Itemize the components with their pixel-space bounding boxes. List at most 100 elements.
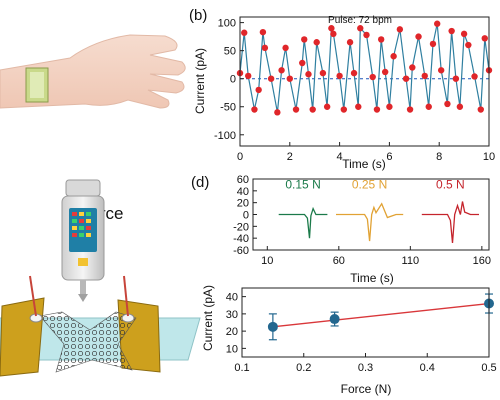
pulse-data-point: [319, 69, 327, 77]
pulse-data-point: [330, 30, 337, 38]
x-tick-label: 2: [287, 151, 293, 163]
pulse-data-point: [274, 109, 281, 116]
pulse-data-point: [286, 75, 293, 82]
force-trace-line: [421, 201, 479, 243]
panel-label-d: (d): [191, 174, 209, 191]
pulse-data-point: [373, 106, 381, 113]
pulse-data-point: [350, 69, 358, 77]
force-series-label: 0.15 N: [285, 177, 320, 191]
pulse-data-point: [377, 36, 385, 43]
y-tick-label: 0: [230, 74, 236, 86]
pulse-data-point: [402, 75, 410, 82]
pulse-data-point: [259, 28, 267, 36]
chart-d-bottom-frame: [241, 287, 490, 358]
x-tick-label: 0: [237, 151, 243, 163]
pulse-data-point: [381, 68, 389, 76]
y-tick-label: 50: [224, 46, 236, 58]
pulse-data-point: [386, 103, 393, 110]
pulse-data-point: [346, 39, 354, 46]
pulse-data-point: [421, 72, 428, 80]
chart-b: (b) 0 2 4 6 8 10 100 50 0 -50 -100 Pulse: 72 bpm T…: [189, 7, 495, 171]
x-tick-label: 10: [261, 255, 273, 267]
device-illustration: [0, 275, 201, 377]
force-data-point: [329, 314, 340, 325]
pulse-data-point: [267, 75, 275, 82]
x-tick-label: 0.4: [420, 362, 435, 374]
pulse-data-point: [456, 103, 464, 110]
pulse-data-point: [429, 40, 437, 48]
y-tick-label: 30: [226, 309, 238, 321]
pulse-data-point: [357, 25, 364, 32]
pulse-data-point: [251, 106, 258, 113]
y-tick-label: 10: [226, 343, 238, 355]
pulse-data-point: [261, 44, 269, 52]
x-tick-label: 0.3: [358, 362, 373, 374]
pulse-data-point: [396, 26, 404, 33]
chart-b-frame: [239, 16, 490, 147]
pulse-data-point: [301, 36, 308, 43]
chart-d-bottom-xlabel: Force (N): [341, 382, 392, 396]
pulse-data-point: [328, 25, 335, 32]
y-tick-label: 60: [237, 174, 249, 186]
force-gauge-illustration: Force: [61, 179, 123, 302]
pulse-data-point: [452, 75, 460, 82]
pulse-data-point: [406, 106, 414, 113]
x-tick-label: 0.5: [481, 362, 496, 374]
x-tick-label: 0.2: [296, 362, 311, 374]
pulse-data-point: [448, 27, 455, 35]
chart-d-bottom: 0.1 0.2 0.3 0.4 0.5 10 20 30 40 Force (N) Curren…: [201, 285, 497, 396]
y-tick-label: -50: [220, 102, 236, 114]
pulse-data-point: [444, 100, 451, 108]
pulse-data-point: [245, 72, 252, 80]
chart-d-top-xlabel: Time (s): [350, 271, 394, 285]
pulse-data-point: [323, 103, 331, 110]
pulse-data-point: [437, 67, 445, 74]
x-tick-label: 60: [333, 255, 345, 267]
chart-d-ylabel: Current (pA): [201, 285, 215, 351]
panel-label-b: (b): [189, 7, 207, 24]
pulse-annotation: Pulse: 72 bpm: [328, 15, 392, 26]
chart-b-ylabel: Current (pA): [193, 48, 207, 114]
y-tick-label: -100: [214, 130, 236, 142]
pulse-data-point: [340, 106, 348, 113]
y-tick-label: -60: [233, 245, 249, 257]
force-series-label: 0.5 N: [436, 177, 465, 191]
y-tick-label: -20: [233, 221, 249, 233]
y-tick-label: 20: [226, 326, 238, 338]
force-trace-line: [278, 206, 328, 239]
y-tick-label: 40: [226, 292, 238, 304]
y-tick-label: 20: [237, 198, 249, 210]
force-data-point: [267, 321, 278, 332]
force-trace-line: [336, 202, 404, 242]
pulse-data-point: [477, 106, 484, 113]
wrist-illustration: [0, 34, 186, 109]
pulse-data-point: [460, 30, 468, 38]
pulse-data-point: [299, 59, 306, 67]
pulse-data-point: [471, 73, 478, 80]
x-tick-label: 0.1: [234, 362, 249, 374]
y-tick-label: 0: [243, 210, 249, 222]
x-tick-label: 6: [386, 151, 392, 163]
pulse-data-point: [355, 103, 362, 110]
pulse-data-point: [363, 31, 370, 39]
pulse-data-point: [415, 33, 422, 40]
pulse-data-point: [292, 106, 300, 113]
pulse-data-point: [434, 20, 441, 27]
pulse-data-point: [390, 53, 397, 60]
y-tick-label: 40: [237, 186, 249, 198]
pulse-data-point: [255, 86, 262, 94]
x-tick-label: 4: [337, 151, 343, 163]
pulse-data-point: [313, 39, 320, 46]
x-tick-label: 160: [473, 255, 491, 267]
pulse-data-point: [336, 72, 343, 80]
x-tick-label: 10: [483, 151, 495, 163]
y-tick-label: 100: [218, 18, 236, 30]
chart-b-xlabel: Time (s): [342, 157, 386, 171]
pulse-data-point: [465, 41, 472, 49]
pulse-data-point: [309, 106, 316, 113]
x-tick-label: 110: [402, 255, 420, 267]
force-series-label: 0.25 N: [352, 177, 387, 191]
y-tick-label: -40: [233, 233, 249, 245]
